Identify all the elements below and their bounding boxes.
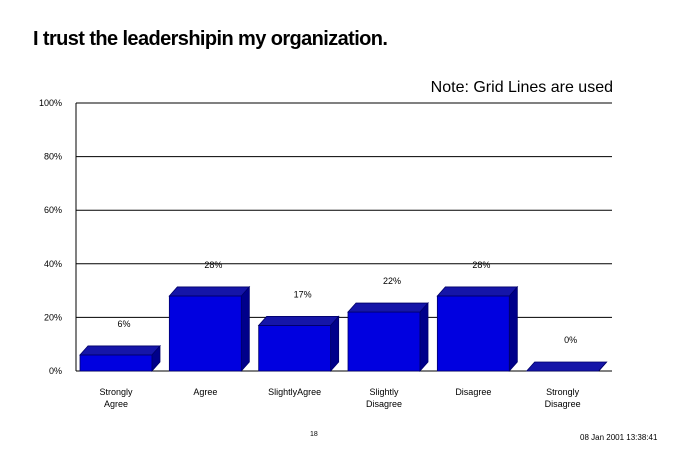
bar-side <box>508 285 518 373</box>
x-tick-label: Slightly <box>369 387 399 397</box>
data-label: 17% <box>294 289 312 299</box>
chart-title: I trust the leadershipin my organization… <box>33 28 388 50</box>
y-tick-label: 60% <box>44 205 62 215</box>
bar-top <box>436 286 519 297</box>
bar-top <box>257 316 340 326</box>
x-tick-label: Agree <box>193 387 217 397</box>
x-tick-label: Strongly <box>99 387 133 397</box>
y-tick-label: 20% <box>44 312 62 322</box>
data-label: 6% <box>117 319 130 329</box>
grid-note: Note: Grid Lines are used <box>430 79 613 96</box>
bar-side <box>151 344 161 373</box>
bar <box>79 354 153 372</box>
bar-top <box>79 345 161 356</box>
x-tick-label: Disagree <box>545 399 581 409</box>
bar-side <box>330 315 340 373</box>
data-label: 0% <box>564 335 577 345</box>
page-number: 18 <box>310 431 318 438</box>
bar <box>347 311 421 372</box>
y-tick-label: 100% <box>39 98 62 108</box>
data-label: 28% <box>204 260 222 270</box>
y-tick-label: 40% <box>44 259 62 269</box>
bar-side <box>240 285 250 373</box>
bar-top <box>525 361 608 372</box>
y-tick-label: 80% <box>44 152 62 162</box>
x-tick-label: Agree <box>104 399 128 409</box>
x-tick-label: Disagree <box>366 399 402 409</box>
x-tick-label: Strongly <box>546 387 580 397</box>
data-label: 28% <box>472 260 490 270</box>
bar-top <box>168 286 251 297</box>
bar <box>168 295 242 372</box>
timestamp: 08 Jan 2001 13:38:41 <box>580 433 658 442</box>
bar-side <box>598 361 607 372</box>
data-label: 22% <box>383 276 401 286</box>
bar <box>258 325 332 372</box>
bar-side <box>419 301 429 373</box>
x-tick-label: SlightlyAgree <box>268 387 321 397</box>
x-tick-label: Disagree <box>455 387 491 397</box>
bar <box>436 295 510 372</box>
bar-top <box>347 302 429 313</box>
y-tick-label: 0% <box>49 366 62 376</box>
